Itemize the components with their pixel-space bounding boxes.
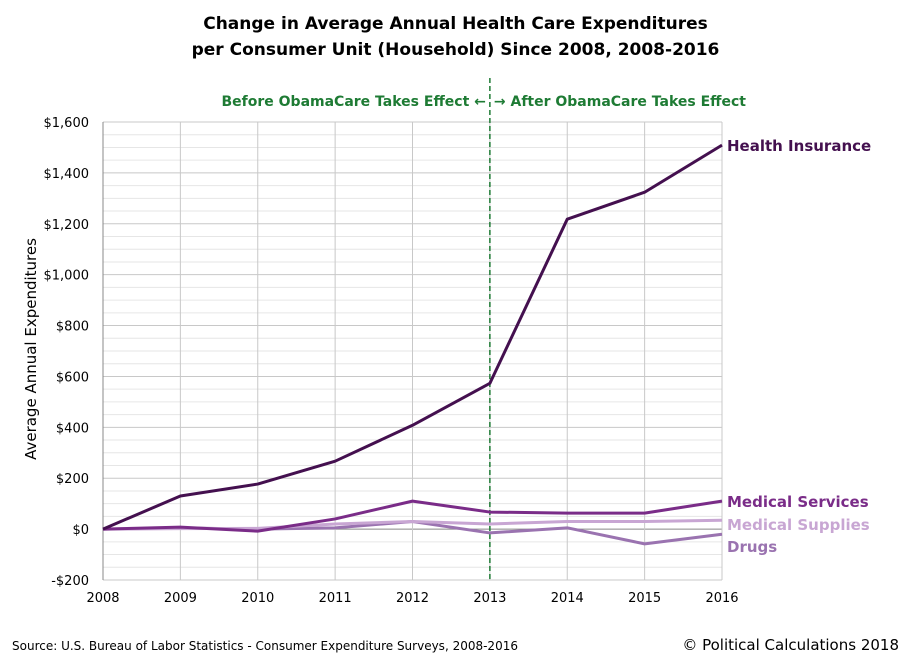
annotation-before: Before ObamaCare Takes Effect ←	[222, 94, 486, 110]
x-tick-label: 2008	[86, 591, 119, 606]
x-tick-label: 2016	[705, 591, 738, 606]
x-tick-label: 2012	[396, 591, 429, 606]
y-tick-label: $600	[56, 370, 89, 385]
y-tick-label: $1,400	[44, 167, 90, 182]
x-tick-label: 2015	[628, 591, 661, 606]
x-tick-label: 2011	[319, 591, 352, 606]
y-tick-label: $1,600	[44, 116, 90, 131]
copyright-note: © Political Calculations 2018	[682, 636, 899, 654]
source-note: Source: U.S. Bureau of Labor Statistics …	[12, 639, 518, 653]
x-tick-label: 2014	[551, 591, 584, 606]
x-tick-label: 2010	[241, 591, 274, 606]
chart-title-line-2: per Consumer Unit (Household) Since 2008…	[191, 40, 720, 60]
y-tick-label: $400	[56, 421, 89, 436]
annotation-after: → After ObamaCare Takes Effect	[494, 94, 746, 110]
y-axis-label: Average Annual Expenditures	[22, 238, 40, 460]
y-tick-label: $200	[56, 472, 89, 487]
y-tick-label: $0	[72, 523, 89, 538]
y-tick-label: $1,200	[44, 218, 90, 233]
series-label-drugs: Drugs	[727, 538, 777, 556]
series-label-health-insurance: Health Insurance	[727, 137, 871, 155]
chart-title-line-1: Change in Average Annual Health Care Exp…	[203, 14, 708, 34]
series-label-medical-services: Medical Services	[727, 493, 869, 511]
y-tick-label: $1,000	[44, 269, 90, 284]
x-tick-label: 2013	[473, 591, 506, 606]
series-label-medical-supplies: Medical Supplies	[727, 516, 870, 534]
x-tick-label: 2009	[164, 591, 197, 606]
y-tick-label: $800	[56, 320, 89, 335]
y-tick-label: -$200	[51, 574, 89, 589]
